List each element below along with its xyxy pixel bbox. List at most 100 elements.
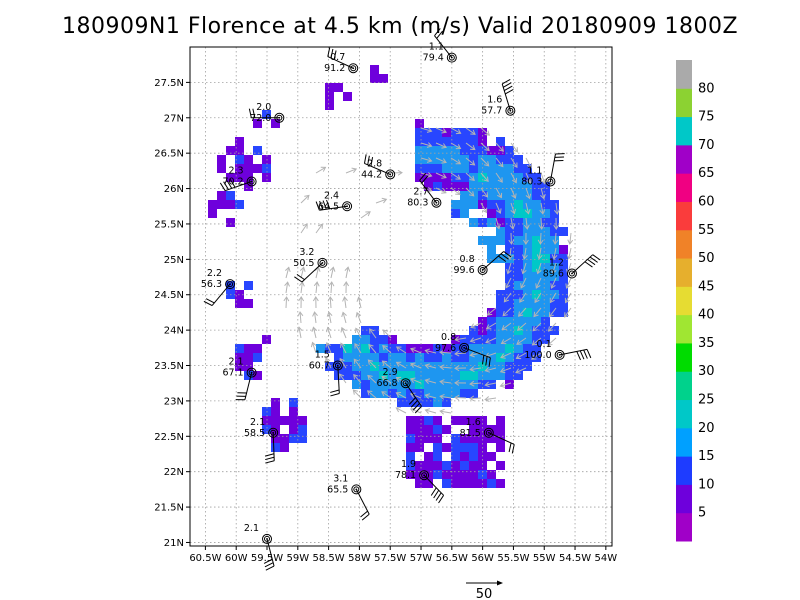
station-bottom-value: 79.4 [423,53,444,64]
wind-arrowhead [311,326,318,332]
wind-arrowhead [299,266,306,272]
wind-speed-cell [415,128,424,137]
colorbar-swatch [676,314,692,344]
wind-speed-cell [532,182,541,191]
longitude-label: 55.5W [497,553,529,564]
wind-arrow [450,187,461,195]
wind-speed-cell [370,74,379,83]
wind-speed-cell [487,209,496,218]
wind-arrow [501,322,512,330]
colorbar-swatch [676,229,692,259]
wind-barb-flag [361,513,370,521]
wind-speed-cell [541,263,550,272]
station: 2.072.0 [248,102,285,124]
wind-speed-cell [460,173,469,182]
wind-barb-staff [571,254,594,274]
wind-speed-cell [352,353,361,362]
wind-arrow [381,376,392,384]
wind-arrowhead [497,192,503,199]
wind-speed-cell [559,254,568,263]
wind-arrowhead [409,377,416,383]
wind-arrowhead [297,311,304,317]
map-title: 180909N1 Florence at 4.5 km (m/s) Valid … [61,14,739,39]
wind-arrowhead [365,211,371,217]
wind-speed-cell [478,182,487,191]
wind-speed-cell [271,416,280,425]
station-top-value: 2.1 [228,357,243,368]
wind-arrowhead [341,311,347,318]
wind-speed-cell [262,155,271,164]
wind-speed-cell [559,245,568,254]
wind-speed-cell [523,281,532,290]
wind-speed-cell [487,317,496,326]
wind-arrow [420,172,432,177]
wind-arrow [354,343,362,354]
wind-arrow [368,359,377,369]
wind-speed-cell [424,416,433,425]
wind-barb-flag [498,255,507,262]
reference-vector-label: 50 [476,587,493,600]
wind-arrowhead [304,194,310,201]
wind-barb-flag [326,199,331,209]
wind-speed-cell [541,326,550,335]
wind-arrow [525,157,532,168]
station-top-value: 0.8 [441,332,456,343]
wind-speed-cell [343,362,352,371]
wind-speed-cell [262,335,271,344]
station-ring [459,342,470,353]
wind-speed-cell [433,452,442,461]
wind-arrow [300,223,308,234]
colorbar-tick-label: 30 [698,364,715,379]
wind-arrow [465,127,476,135]
wind-speed-cell [244,344,253,353]
wind-speed-cell [217,164,226,173]
wind-speed-cell [478,362,487,371]
wind-speed-cell [244,299,253,308]
wind-speed-cell [469,380,478,389]
plot-frame [189,46,613,547]
wind-arrow [470,337,482,342]
wind-speed-cell [226,200,235,209]
wind-speed-cell [514,362,523,371]
station-ring [505,105,516,116]
wind-barb-staff [423,474,444,496]
wind-speed-cell [460,380,469,389]
colorbar-tick-label: 10 [698,477,715,492]
wind-arrow [510,187,516,199]
wind-speed-cell [514,299,523,308]
wind-speed-cell [514,335,523,344]
colorbar-tick-label: 65 [698,166,715,181]
station-ring-inner [387,171,394,178]
wind-barb-staff [327,56,354,69]
wind-speed-cell [478,317,487,326]
wind-speed-cell [253,344,262,353]
colorbar-tick-label: 55 [698,223,715,238]
wind-arrowhead [395,376,402,382]
wind-speed-cell [433,137,442,146]
wind-arrowhead [512,147,519,153]
wind-speed-cell [523,209,532,218]
wind-speed-cell [388,335,397,344]
wind-arrowhead [564,312,570,318]
wind-arrowhead [368,343,374,350]
wind-arrowhead [353,374,359,380]
wind-arrowhead [468,191,475,197]
wind-barb-flag [264,562,274,568]
wind-speed-cell [289,416,298,425]
wind-speed-cell [361,371,370,380]
wind-speed-cell [415,443,424,452]
wind-speed-cell [487,344,496,353]
colorbar-tick-label: 45 [698,279,715,294]
wind-speed-cell [532,218,541,227]
wind-speed-cell [388,389,397,398]
wind-arrowhead [495,223,501,230]
wind-speed-cell [235,146,244,155]
wind-arrowhead [314,266,321,272]
wind-arrow [396,407,407,414]
wind-speed-cell [505,317,514,326]
wind-barb-flag [421,175,429,184]
wind-arrowhead [482,192,489,198]
wind-arrow [326,342,332,354]
station-top-value: 3.2 [299,247,314,258]
